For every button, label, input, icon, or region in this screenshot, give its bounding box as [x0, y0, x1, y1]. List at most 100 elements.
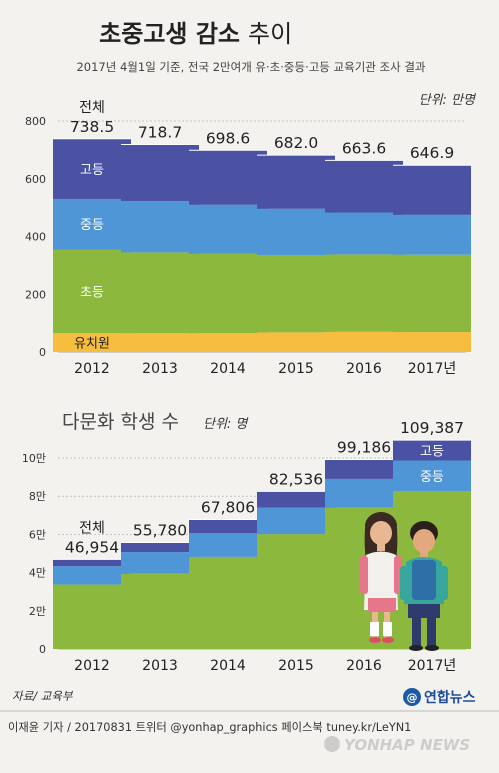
y-tick-label-3: 600: [25, 173, 46, 186]
chart1-unit: 단위: 만명: [419, 93, 477, 108]
bar-1-0-3: [53, 138, 131, 199]
bar-1-4-1: [325, 254, 403, 332]
subtitle: 2017년 4월1일 기준, 전국 2만여개 유·초·중등·고등 교육기관 조사…: [76, 60, 425, 74]
total-label-1-3: 682.0: [274, 134, 318, 152]
bar-2-1-2: [121, 542, 199, 553]
series-label-1-3: 고등: [80, 163, 104, 178]
girl-student-icon: [360, 512, 402, 643]
series-label-2-2: 고등: [420, 444, 444, 459]
bar-1-3-2: [257, 208, 335, 255]
bar-2-4-1: [325, 478, 403, 508]
bar-2-2-1: [189, 533, 267, 557]
total-label-2-3: 82,536: [269, 470, 323, 488]
chart2-unit: 단위: 명: [203, 417, 249, 432]
total-label-1-5: 646.9: [410, 144, 454, 162]
yonhap-logo-icon: [403, 688, 421, 706]
series-label-1-1: 초등: [80, 285, 104, 300]
bar-2-5-2: [393, 440, 471, 461]
total-label-2-5: 109,387: [400, 419, 464, 437]
watermark: YONHAP NEWS: [324, 736, 470, 754]
y-tick-label-4: 800: [25, 115, 46, 128]
bar-2-2-2: [189, 519, 267, 534]
bar-1-5-1: [393, 254, 471, 333]
y-tick-label-1: 200: [25, 288, 46, 301]
bar-2-2-0: [189, 556, 267, 649]
total-label-2-2: 67,806: [201, 498, 255, 516]
x-tick-label-2-4: 2016: [346, 658, 382, 674]
bar-2-3-0: [257, 534, 335, 649]
x-tick-label-1-5: 2017년: [408, 361, 457, 377]
bar-1-0-0: [53, 333, 131, 352]
chart2-title: 다문화 학생 수: [62, 411, 179, 433]
svg-text:@: @: [407, 691, 418, 704]
bar-2-1-1: [121, 552, 199, 574]
bar-1-3-1: [257, 254, 335, 333]
x-tick-label-1-1: 2013: [142, 361, 178, 377]
total-series-label-2: 전체: [79, 520, 105, 536]
series-label-2-1: 중등: [420, 470, 444, 485]
bar-1-4-3: [325, 160, 403, 213]
bar-1-1-2: [121, 200, 199, 253]
y-tick-label-3: 6만: [29, 528, 46, 541]
x-tick-label-2-3: 2015: [278, 658, 314, 674]
x-tick-label-2-2: 2014: [210, 658, 246, 674]
bar-2-1-0: [121, 573, 199, 649]
y-tick-label-1: 2만: [29, 605, 46, 618]
bar-1-2-3: [189, 150, 267, 205]
watermark-logo-icon: [324, 736, 340, 752]
bar-1-5-2: [393, 214, 471, 255]
bar-1-3-0: [257, 332, 335, 352]
series-label-1-2: 중등: [80, 218, 104, 233]
total-series-label-1: 전체: [79, 100, 105, 116]
boy-student-icon: [400, 521, 448, 651]
total-label-1-4: 663.6: [342, 139, 386, 157]
y-tick-label-2: 400: [25, 231, 46, 244]
x-tick-label-1-0: 2012: [74, 361, 110, 377]
x-tick-label-1-2: 2014: [210, 361, 246, 377]
title-bold: 초중고생 감소: [99, 20, 240, 48]
x-tick-label-1-4: 2016: [346, 361, 382, 377]
bar-1-4-0: [325, 331, 403, 352]
bar-1-2-1: [189, 253, 267, 334]
x-tick-label-2-5: 2017년: [408, 658, 457, 674]
yonhap-logo: @ 연합뉴스: [403, 688, 476, 706]
total-label-2-4: 99,186: [337, 439, 391, 457]
bar-1-5-3: [393, 165, 471, 215]
bar-2-5-1: [393, 460, 471, 491]
bar-2-0-1: [53, 566, 131, 585]
bar-1-0-2: [53, 198, 131, 250]
series-label-1-0: 유치원: [74, 337, 110, 352]
x-tick-label-2-0: 2012: [74, 658, 110, 674]
total-label-2-0: 46,954: [65, 538, 119, 556]
bar-2-0-2: [53, 559, 131, 567]
total-label-1-1: 718.7: [138, 123, 182, 141]
bar-1-1-3: [121, 144, 199, 201]
bar-2-3-1: [257, 507, 335, 535]
children-illustration: [360, 512, 448, 651]
total-label-2-1: 55,780: [133, 521, 187, 539]
bar-1-5-0: [393, 332, 471, 352]
bar-1-4-2: [325, 212, 403, 255]
bar-1-1-1: [121, 252, 199, 334]
x-tick-label-2-1: 2013: [142, 658, 178, 674]
watermark-text: YONHAP NEWS: [344, 736, 470, 754]
enrollment-chart: 0 200 400 600 800 738.5 2012 718.7 2013 698.6 2014…: [25, 100, 471, 377]
bar-2-0-0: [53, 584, 131, 649]
total-label-1-0: 738.5: [70, 118, 114, 136]
total-label-1-2: 698.6: [206, 129, 250, 147]
bar-1-2-2: [189, 204, 267, 254]
title-light: 추이: [248, 20, 292, 48]
logo-text: 연합뉴스: [424, 689, 476, 706]
bar-1-0-1: [53, 249, 131, 334]
credit-line: 이재윤 기자 / 20170831 트위터 @yonhap_graphics 페…: [8, 721, 411, 734]
bar-2-4-2: [325, 459, 403, 479]
bar-1-1-0: [121, 333, 199, 352]
y-tick-label-5: 10만: [22, 452, 46, 465]
y-tick-label-2: 4만: [29, 567, 46, 580]
bar-1-2-0: [189, 333, 267, 352]
x-tick-label-1-3: 2015: [278, 361, 314, 377]
bar-1-3-3: [257, 155, 335, 209]
y-tick-label-0: 0: [39, 346, 46, 359]
